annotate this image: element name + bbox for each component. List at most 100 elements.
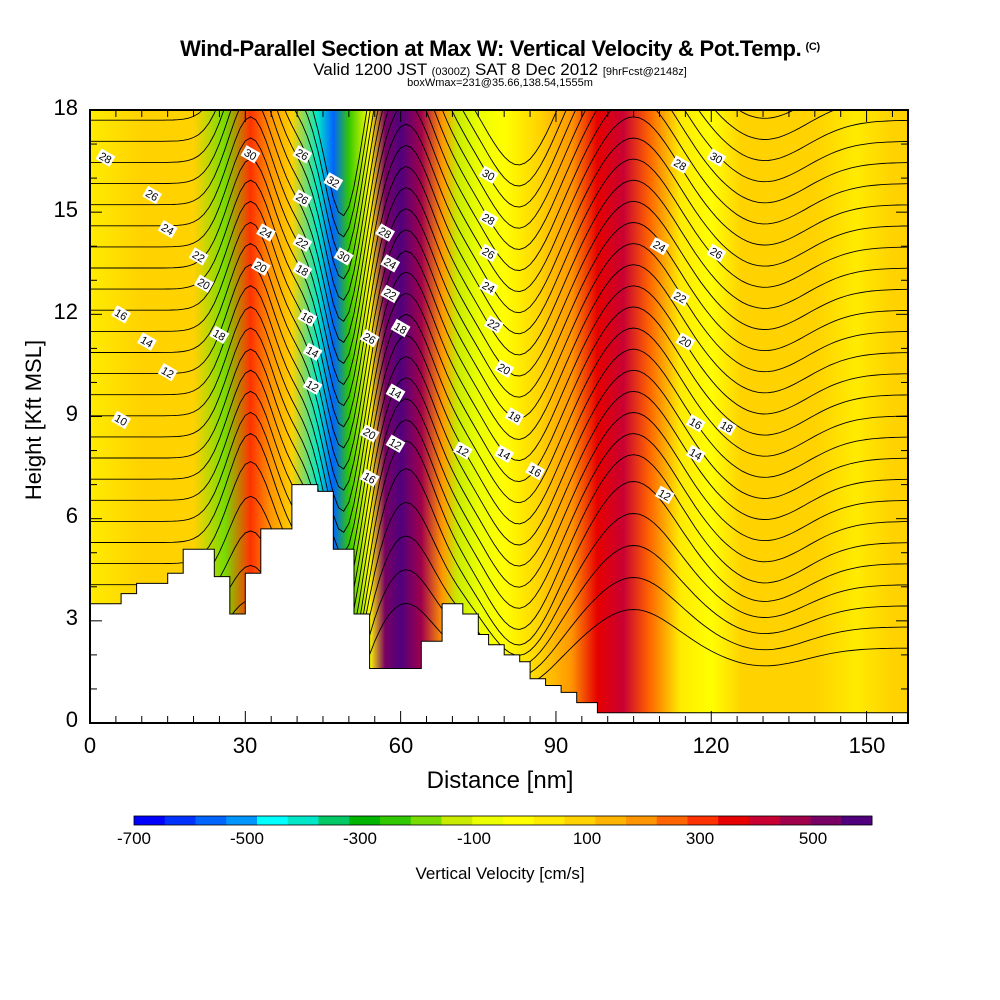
- box-info: boxWmax=231@35.66,138.54,1555m: [407, 77, 593, 89]
- svg-text:22: 22: [293, 235, 310, 252]
- contour-label: 12: [452, 441, 473, 460]
- x-tick-label: 60: [388, 733, 414, 758]
- theta-isoline: [90, 369, 908, 618]
- svg-text:16: 16: [361, 470, 378, 487]
- contour-label: 14: [136, 332, 157, 351]
- svg-text:22: 22: [485, 317, 502, 334]
- contour-label: 28: [670, 155, 691, 174]
- copyright-mark: (C): [805, 41, 820, 53]
- theta-isoline: [312, 110, 795, 217]
- colorbar: [133, 815, 873, 826]
- y-tick-label: 12: [53, 299, 78, 324]
- svg-text:20: 20: [252, 259, 269, 276]
- svg-text:26: 26: [480, 246, 497, 263]
- contour-label: 18: [390, 318, 411, 338]
- contour-label: 16: [525, 461, 546, 481]
- colorbar-swatch: [810, 816, 842, 825]
- colorbar-swatch: [195, 816, 227, 825]
- svg-text:12: 12: [304, 378, 321, 395]
- theta-isoline: [90, 242, 908, 491]
- contour-label: 20: [494, 359, 515, 378]
- svg-text:22: 22: [381, 287, 398, 304]
- svg-text:20: 20: [195, 276, 212, 293]
- colorbar-swatch: [749, 816, 781, 825]
- svg-text:26: 26: [708, 246, 725, 263]
- contour-label: 20: [359, 424, 380, 443]
- colorbar-swatch: [841, 816, 873, 825]
- svg-text:24: 24: [257, 225, 274, 242]
- svg-text:28: 28: [97, 150, 114, 167]
- svg-text:16: 16: [526, 464, 543, 481]
- contour-label: 14: [685, 444, 706, 464]
- colorbar-label: -700: [116, 829, 152, 848]
- contour-label: 10: [111, 410, 132, 430]
- contour-label: 18: [292, 260, 313, 280]
- contour-label: 16: [297, 308, 318, 327]
- contour-label: 28: [478, 209, 499, 229]
- y-tick-label: 0: [65, 707, 78, 732]
- svg-text:24: 24: [159, 222, 176, 239]
- chart-title: Wind-Parallel Section at Max W: Vertical…: [0, 36, 1000, 62]
- colorbar-swatch: [257, 816, 289, 825]
- theta-isoline: [90, 179, 908, 428]
- svg-text:14: 14: [495, 447, 512, 464]
- x-tick-label: 120: [692, 733, 730, 758]
- svg-text:18: 18: [293, 263, 310, 280]
- axis-ticks: [89, 109, 908, 724]
- svg-text:12: 12: [656, 487, 673, 504]
- theta-isoline: [304, 110, 836, 238]
- contour-labels: 28 26 24 22 20 16 14 12 10 18 30 24 20 26 26 22 18 16 14 12…: [95, 145, 737, 504]
- contour-label: 22: [483, 315, 504, 334]
- colorbar-label: 100: [572, 829, 602, 848]
- contour-label: 14: [302, 342, 323, 361]
- valid-prefix: Valid 1200 JST: [313, 60, 427, 79]
- contour-label: 20: [193, 274, 214, 293]
- colorbar-swatch: [503, 816, 535, 825]
- contour-label: 28: [95, 148, 116, 167]
- theta-isoline: [90, 432, 908, 681]
- contour-label: 16: [111, 305, 132, 324]
- theta-isoline: [90, 495, 908, 698]
- svg-text:20: 20: [495, 361, 512, 378]
- contour-label: 28: [375, 223, 396, 242]
- theta-isoline: [90, 411, 908, 660]
- colorbar-swatch: [226, 816, 258, 825]
- theta-isoline: [90, 110, 908, 322]
- contour-label: 18: [504, 407, 525, 426]
- svg-text:26: 26: [293, 191, 310, 208]
- contour-label: 24: [649, 237, 670, 256]
- contour-label: 26: [359, 329, 380, 348]
- contour-label: 14: [385, 383, 406, 402]
- contour-label: 30: [706, 148, 727, 167]
- contour-label: 16: [359, 468, 380, 487]
- x-tick-label: 90: [543, 733, 569, 758]
- x-axis-label: Distance [nm]: [426, 767, 574, 794]
- colorbar-swatch: [656, 816, 688, 825]
- colorbar-label: -500: [229, 829, 265, 848]
- colorbar-swatch: [595, 816, 627, 825]
- svg-text:26: 26: [361, 331, 378, 348]
- contour-label: 26: [292, 189, 313, 208]
- contour-label: 20: [250, 257, 271, 276]
- colorbar-swatch: [564, 816, 596, 825]
- colorbar-swatch: [287, 816, 319, 825]
- svg-text:28: 28: [376, 225, 393, 242]
- svg-text:16: 16: [112, 307, 129, 324]
- svg-text:30: 30: [335, 249, 352, 266]
- x-tick-label: 150: [848, 733, 886, 758]
- svg-text:20: 20: [677, 334, 694, 351]
- svg-text:28: 28: [671, 157, 688, 174]
- theta-isoline: [90, 200, 908, 449]
- theta-isoline: [90, 306, 908, 555]
- colorbar-title: Vertical Velocity [cm/s]: [415, 864, 585, 883]
- svg-text:24: 24: [651, 239, 668, 256]
- colorbar-swatch: [626, 816, 658, 825]
- theta-isoline: [90, 264, 908, 512]
- contour-label: 26: [142, 185, 163, 205]
- svg-text:26: 26: [293, 147, 310, 164]
- svg-text:22: 22: [671, 290, 688, 307]
- contour-label: 18: [716, 417, 737, 436]
- svg-text:22: 22: [190, 249, 207, 266]
- svg-text:24: 24: [480, 280, 497, 297]
